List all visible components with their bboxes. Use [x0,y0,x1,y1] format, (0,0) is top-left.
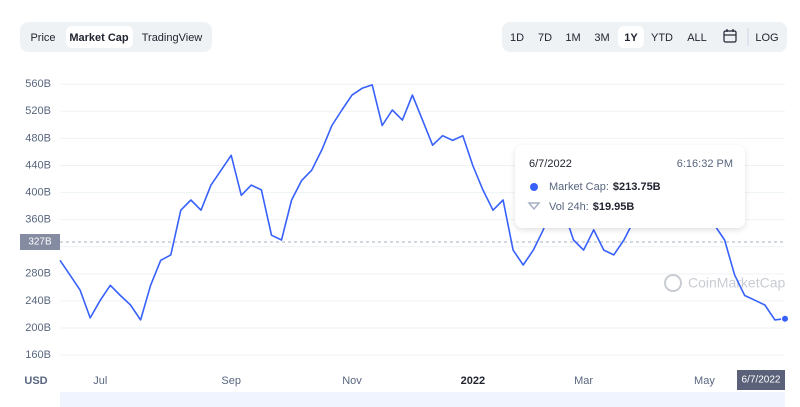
y-tick-label: 440B [25,159,51,171]
y-tick-label: 360B [25,214,51,226]
currency-label: USD [24,375,47,387]
cursor-label-box [737,370,785,390]
tooltip-dot [530,183,538,191]
y-tick-label: 280B [25,268,51,280]
calendar-icon[interactable] [723,29,737,43]
navigator [60,392,785,407]
y-tick-label: 400B [25,186,51,198]
range-switch [502,22,787,52]
range-button[interactable]: YTD [651,32,673,44]
crosshair-label-box [20,234,60,251]
view-button[interactable]: TradingView [142,32,203,44]
x-tick-label: May [694,375,715,387]
log-button[interactable]: LOG [755,32,778,44]
active-view [66,26,133,48]
tooltip-row-value: $19.95B [593,201,635,213]
tooltip-row-label: Vol 24h: [549,201,589,213]
hover-dot [781,314,789,323]
range-button[interactable]: 1D [510,32,524,44]
x-tick-label: Sep [221,375,241,387]
tooltip [515,145,745,228]
tooltip-row-value: $213.75B [613,181,661,193]
watermark: CoinMarketCap [664,274,785,292]
range-button[interactable]: 3M [594,32,609,44]
range-button[interactable]: 1M [565,32,580,44]
range-button[interactable]: 7D [538,32,552,44]
tooltip-row-label: Market Cap: [549,181,609,193]
view-button[interactable]: Market Cap [69,32,129,44]
y-tick-label: 200B [25,322,51,334]
tooltip-time: 6:16:32 PM [677,158,733,170]
tooltip-vol-icon [527,202,541,211]
y-tick-label: 240B [25,295,51,307]
y-tick-label: 560B [25,78,51,90]
range-button[interactable]: ALL [687,32,707,44]
crosshair-label: 327B [28,237,52,248]
tooltip-date: 6/7/2022 [529,158,572,170]
x-tick-label: Nov [342,375,362,387]
y-tick-label: 160B [25,349,51,361]
x-tick-label: Mar [574,375,593,387]
range-button[interactable]: 1Y [624,32,638,44]
y-tick-label: 520B [25,105,51,117]
active-range [618,26,644,48]
view-button[interactable]: Price [30,32,55,44]
watermark-text: CoinMarketCap [688,275,785,291]
y-tick-label: 480B [25,132,51,144]
x-tick-label: Jul [93,375,107,387]
x-tick-label: 2022 [461,375,485,387]
cursor-label: 6/7/2022 [742,375,781,386]
